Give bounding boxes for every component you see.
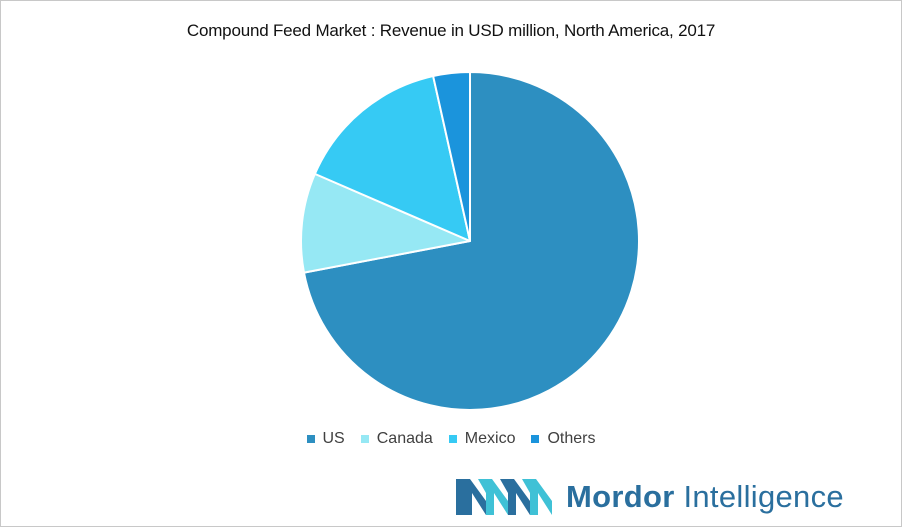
- logo-mark-icon: [456, 479, 552, 515]
- legend-swatch-others: [531, 435, 540, 443]
- pie-chart: [300, 71, 640, 411]
- legend-swatch-canada: [360, 435, 369, 443]
- legend-label-us: US: [322, 430, 345, 447]
- legend-label-mexico: Mexico: [464, 430, 516, 447]
- logo-word-mordor: Mordor: [566, 479, 675, 514]
- legend-item-mexico: Mexico: [448, 430, 516, 448]
- chart-legend: US Canada Mexico Others: [1, 430, 901, 448]
- legend-item-canada: Canada: [360, 430, 433, 448]
- logo-word-intelligence: Intelligence: [674, 479, 844, 514]
- chart-title: Compound Feed Market : Revenue in USD mi…: [186, 21, 716, 40]
- pie-slice-others: [432, 71, 471, 242]
- pie-slice-canada: [300, 172, 471, 274]
- legend-label-others: Others: [547, 430, 596, 447]
- legend-swatch-mexico: [448, 435, 457, 443]
- pie-slice-us: [302, 71, 640, 411]
- pie-slice-mexico: [313, 75, 471, 242]
- legend-item-others: Others: [531, 430, 595, 448]
- legend-item-us: US: [306, 430, 345, 448]
- mordor-intelligence-logo: Mordor Intelligence: [456, 479, 844, 515]
- legend-label-canada: Canada: [376, 430, 433, 447]
- legend-swatch-us: [306, 435, 315, 443]
